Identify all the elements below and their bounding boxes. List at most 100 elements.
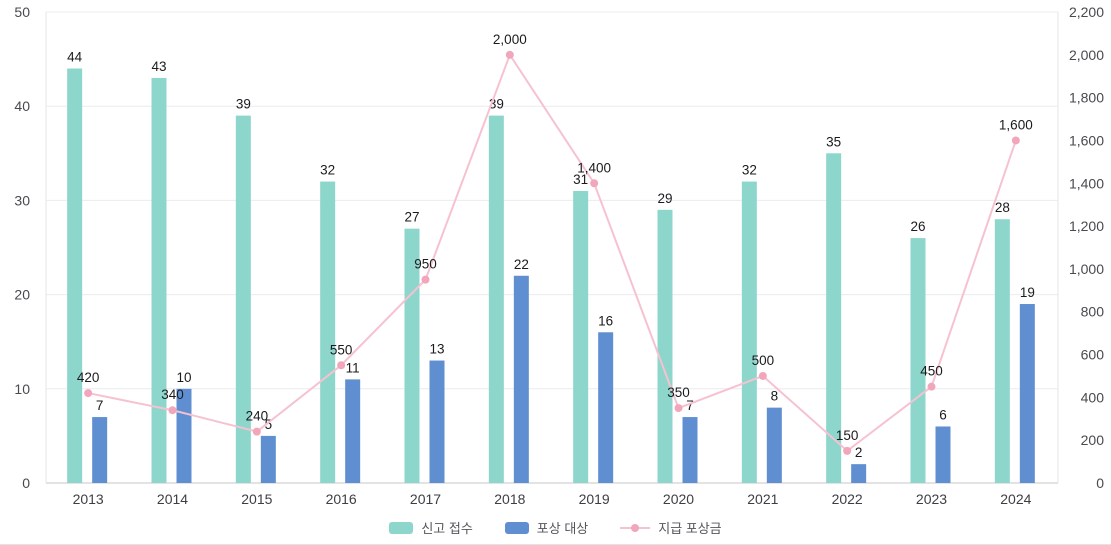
legend-label-awardees: 포상 대상 — [536, 521, 589, 536]
legend-item-reports[interactable]: 신고 접수 — [389, 518, 473, 537]
bar-value-label: 10 — [176, 370, 191, 385]
bar-award-targets — [345, 379, 361, 483]
legend: 신고 접수 포상 대상 지급 포상금 — [0, 518, 1111, 537]
x-axis-label: 2018 — [494, 491, 525, 507]
reward-line — [87, 52, 1017, 453]
reward-line-point — [674, 404, 683, 413]
bar-reports-received — [910, 238, 926, 483]
bar-award-targets — [935, 426, 951, 483]
bar-value-label: 16 — [598, 313, 613, 328]
bar-value-label: 44 — [67, 50, 83, 65]
bar-value-label: 7 — [96, 398, 104, 413]
bar-award-targets — [1019, 304, 1035, 483]
bar-value-label: 32 — [742, 163, 757, 178]
bar-value-label: 27 — [404, 210, 419, 225]
right-axis-tick-label: 200 — [1081, 432, 1105, 448]
left-axis-tick-label: 0 — [22, 475, 30, 491]
bar-award-targets — [513, 275, 529, 483]
x-axis-label: 2022 — [832, 491, 863, 507]
bar-value-label: 8 — [771, 389, 779, 404]
bar-award-targets — [260, 435, 276, 483]
bar-value-label: 13 — [429, 342, 444, 357]
bar-value-label: 7 — [686, 398, 694, 413]
right-axis-tick-label: 1,000 — [1069, 261, 1104, 277]
bar-value-label: 29 — [657, 191, 672, 206]
x-axis-label: 2014 — [157, 491, 188, 507]
reward-line-point — [168, 406, 177, 415]
bar-award-targets — [598, 332, 614, 483]
line-value-label: 2,000 — [493, 32, 527, 47]
legend-item-awardees[interactable]: 포상 대상 — [504, 518, 589, 537]
line-value-label: 950 — [414, 257, 437, 272]
legend-label-reward-amount: 지급 포상금 — [658, 521, 722, 536]
reward-line-point — [337, 361, 346, 370]
bar-award-targets — [176, 388, 192, 483]
line-value-label: 340 — [161, 387, 184, 402]
bar-reports-received — [404, 228, 420, 483]
reward-line-point — [590, 179, 599, 188]
legend-item-reward-amount[interactable]: 지급 포상금 — [620, 518, 722, 537]
bar-value-label: 19 — [1020, 285, 1035, 300]
reward-line-point — [505, 50, 514, 59]
line-value-label: 420 — [77, 370, 100, 385]
bar-reports-received — [235, 115, 251, 484]
bar-value-label: 32 — [320, 163, 335, 178]
bar-reports-received — [488, 115, 504, 484]
bar-value-label: 28 — [995, 200, 1010, 215]
right-axis-tick-label: 2,200 — [1069, 4, 1104, 20]
left-axis-tick-label: 40 — [14, 98, 30, 114]
x-axis-label: 2023 — [916, 491, 947, 507]
bar-value-label: 35 — [826, 134, 841, 149]
bar-reports-received — [826, 153, 842, 484]
x-axis-label: 2019 — [579, 491, 610, 507]
right-axis-tick-label: 1,600 — [1069, 132, 1104, 148]
bar-award-targets — [682, 417, 698, 483]
right-axis-tick-label: 1,200 — [1069, 218, 1104, 234]
bar-value-label: 39 — [236, 97, 251, 112]
line-value-label: 150 — [836, 428, 859, 443]
bar-reports-received — [320, 181, 336, 483]
right-axis-tick-label: 1,400 — [1069, 175, 1104, 191]
bar-value-label: 22 — [514, 257, 529, 272]
bar-value-label: 31 — [573, 172, 588, 187]
right-axis-tick-label: 1,800 — [1069, 90, 1104, 106]
right-axis-tick-label: 600 — [1081, 347, 1105, 363]
line-value-label: 550 — [330, 342, 353, 357]
right-axis-tick-label: 2,000 — [1069, 47, 1104, 63]
bar-reports-received — [741, 181, 757, 483]
reward-line-point — [84, 389, 93, 398]
bar-value-label: 26 — [910, 219, 925, 234]
right-axis-tick-label: 400 — [1081, 389, 1105, 405]
bar-value-label: 5 — [265, 417, 273, 432]
bar-award-targets — [766, 407, 782, 483]
left-axis-tick-label: 50 — [14, 4, 30, 20]
line-value-label: 500 — [752, 353, 775, 368]
x-axis-label: 2020 — [663, 491, 694, 507]
legend-label-reports: 신고 접수 — [421, 521, 473, 536]
bar-value-label: 2 — [855, 445, 863, 460]
reward-line-point — [927, 382, 936, 391]
bar-award-targets — [92, 417, 108, 483]
bar-award-targets — [851, 464, 867, 483]
bar-value-label: 11 — [346, 360, 360, 375]
reward-line-point — [421, 275, 430, 284]
line-value-label: 450 — [920, 364, 943, 379]
line-value-label: 240 — [246, 409, 269, 424]
legend-line-marker-icon — [620, 522, 651, 534]
bar-reports-received — [657, 209, 673, 483]
bar-value-label: 43 — [151, 59, 166, 74]
x-axis-label: 2017 — [410, 491, 441, 507]
plot-area: 0102030405002004006008001,0001,2001,4001… — [14, 4, 1105, 507]
x-axis-label: 2016 — [326, 491, 357, 507]
left-axis-tick-label: 20 — [14, 287, 30, 303]
left-axis-tick-label: 10 — [14, 381, 30, 397]
bar-value-label: 6 — [939, 407, 947, 422]
line-value-label: 1,600 — [999, 117, 1033, 132]
x-axis-label: 2024 — [1000, 491, 1031, 507]
reward-line-point — [758, 371, 767, 380]
x-axis-label: 2015 — [241, 491, 272, 507]
left-axis-tick-label: 30 — [14, 192, 30, 208]
bar-award-targets — [429, 360, 445, 483]
reward-line-point — [843, 446, 852, 455]
